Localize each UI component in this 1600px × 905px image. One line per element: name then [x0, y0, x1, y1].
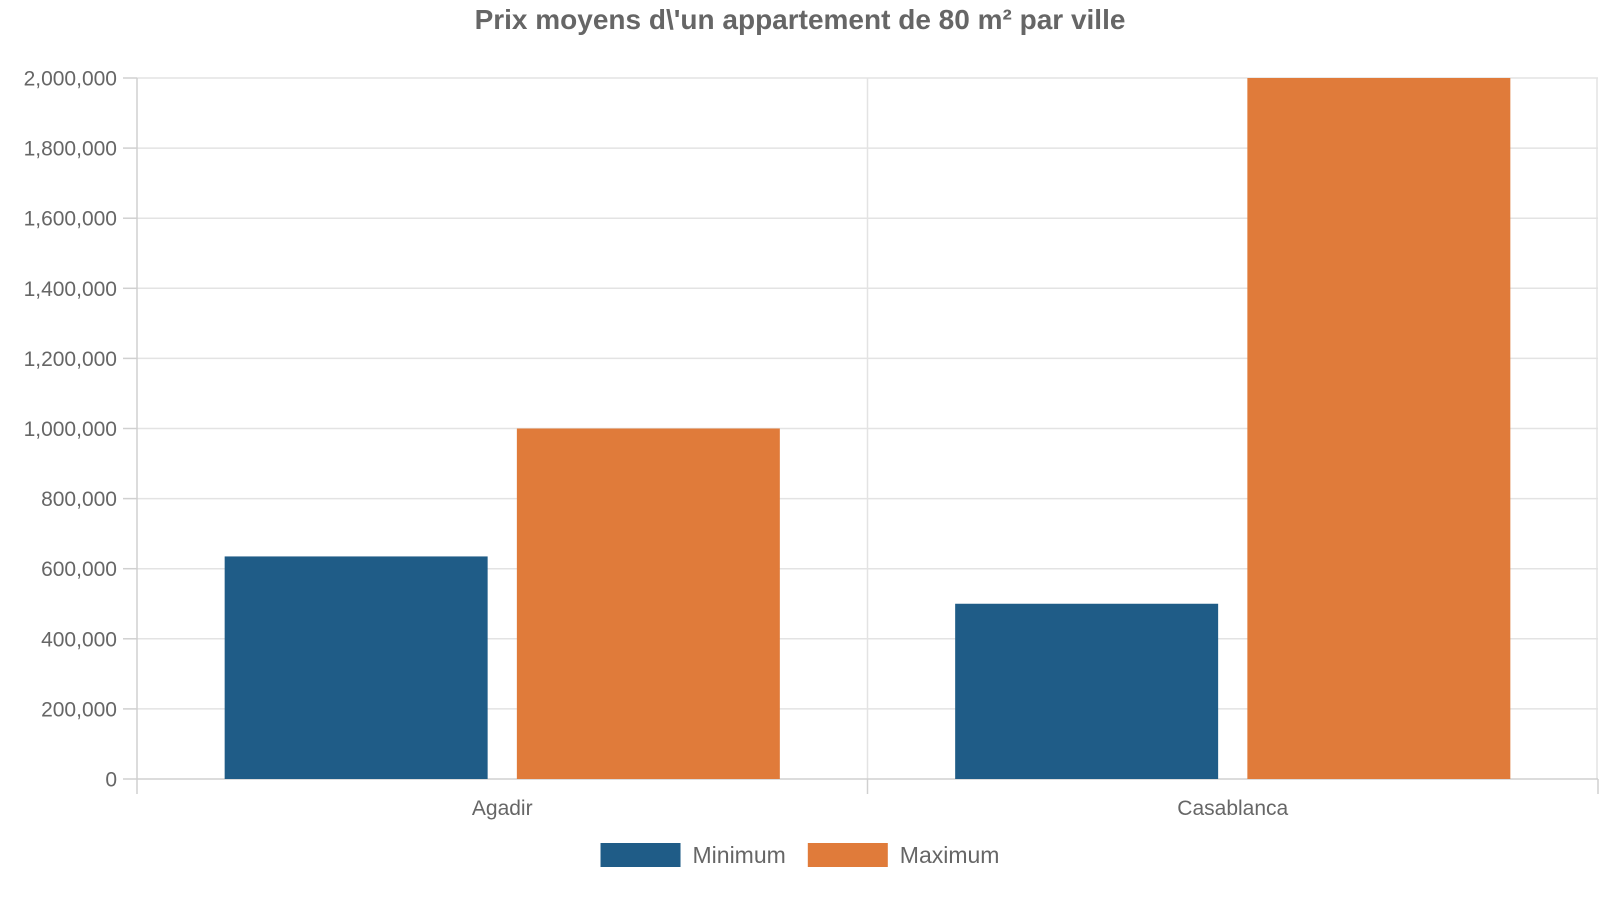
y-tick-label: 1,600,000 [24, 208, 117, 231]
y-tick-label: 800,000 [41, 488, 117, 511]
legend-label: Minimum [693, 842, 786, 868]
bar-maximum-casablanca [1247, 78, 1511, 779]
legend-swatch-minimum [600, 843, 681, 867]
y-tick-label: 400,000 [41, 628, 117, 651]
y-tick-label: 1,400,000 [24, 278, 117, 301]
x-tick-label: Casablanca [1177, 797, 1288, 820]
bar-minimum-agadir [224, 556, 488, 779]
x-tick-label: Agadir [472, 797, 533, 820]
legend-label: Maximum [900, 842, 1000, 868]
y-tick-label: 1,000,000 [24, 418, 117, 441]
legend: Minimum Maximum [600, 842, 1000, 868]
bar-minimum-casablanca [955, 603, 1219, 779]
y-tick-label: 2,000,000 [24, 68, 117, 91]
tick-labels: 0 200,000 400,000 600,000 800,000 1,000,000 1,… [24, 68, 1289, 821]
bars [224, 78, 1511, 779]
chart-title: Prix moyens d\'un appartement de 80 m² p… [475, 4, 1126, 35]
y-tick-label: 200,000 [41, 698, 117, 721]
y-tick-label: 1,800,000 [24, 138, 117, 161]
y-tick-label: 1,200,000 [24, 348, 117, 371]
y-tick-label: 600,000 [41, 558, 117, 581]
y-tick-label: 0 [105, 769, 117, 792]
legend-swatch-maximum [807, 843, 888, 867]
bar-maximum-agadir [516, 428, 780, 779]
